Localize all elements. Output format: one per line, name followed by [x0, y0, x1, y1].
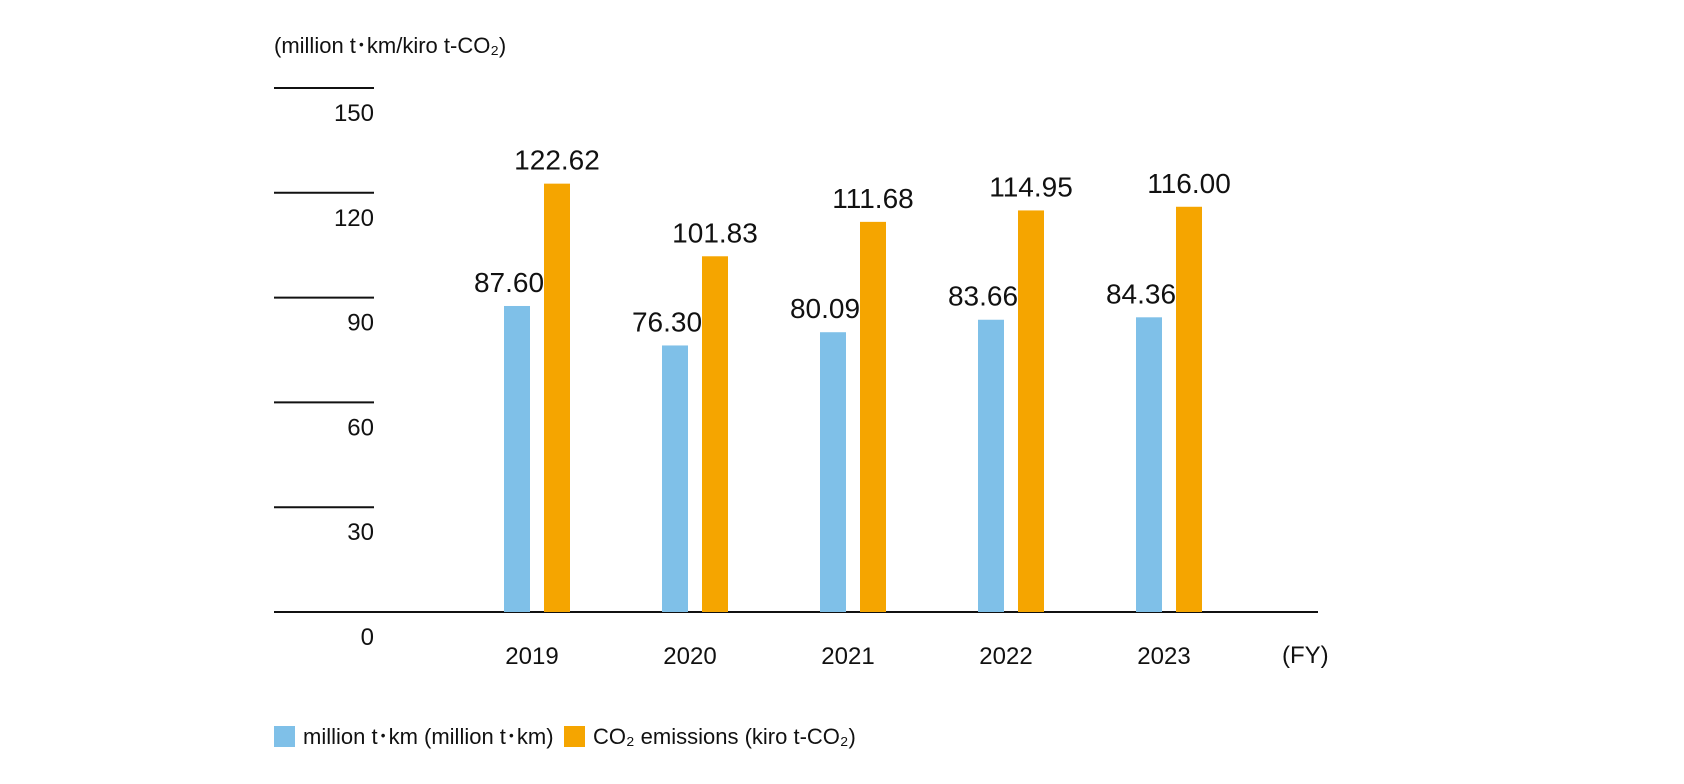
data-label: 83.66: [948, 281, 1018, 312]
data-label: 80.09: [790, 293, 860, 324]
x-tick-label: 2020: [663, 643, 716, 670]
bar-co2-2023: [1176, 206, 1202, 613]
x-tick-label: 2022: [979, 643, 1032, 670]
y-tick-label: 30: [347, 519, 374, 546]
data-label: 116.00: [1147, 168, 1231, 199]
y-axis: 0 30 60 90 120 150: [274, 87, 374, 651]
legend-swatch: [564, 726, 585, 747]
bar-transport-2023: [1136, 317, 1162, 612]
bar-transport-2020: [662, 345, 688, 612]
bars-group: 87.60 122.62 76.30 101.83 80.09 111.68 83.66 11…: [474, 145, 1231, 613]
bar-transport-2022: [978, 319, 1004, 612]
bar-co2-2021: [860, 221, 886, 612]
data-label: 87.60: [474, 267, 544, 298]
bar-co2-2022: [1018, 210, 1044, 612]
y-axis-unit-label: (million t･km/kiro t-CO₂): [274, 33, 506, 58]
legend-label: CO₂ emissions (kiro t-CO₂): [593, 724, 856, 749]
data-label: 76.30: [632, 306, 702, 337]
data-label: 122.62: [514, 145, 600, 176]
legend: million t･km (million t･km) CO₂ emissions…: [274, 724, 856, 749]
data-label: 101.83: [672, 217, 758, 248]
bar-transport-2021: [820, 332, 846, 612]
bar-transport-2019: [504, 305, 530, 612]
bar-co2-2020: [702, 256, 728, 612]
bar-co2-2019: [544, 183, 570, 612]
x-axis: 2019 2020 2021 2022 2023: [505, 643, 1190, 670]
y-tick-label: 150: [334, 100, 374, 127]
x-tick-label: 2019: [505, 643, 558, 670]
legend-swatch: [274, 726, 295, 747]
x-axis-label: (FY): [1282, 642, 1329, 669]
y-tick-label: 120: [334, 205, 374, 232]
data-label: 114.95: [989, 171, 1073, 202]
data-label: 84.36: [1106, 278, 1176, 309]
y-tick-label: 60: [347, 414, 374, 441]
x-tick-label: 2023: [1137, 643, 1190, 670]
y-tick-label: 0: [361, 624, 374, 651]
data-label: 111.68: [832, 183, 913, 214]
x-tick-label: 2021: [821, 643, 874, 670]
y-tick-label: 90: [347, 310, 374, 337]
legend-label: million t･km (million t･km): [303, 724, 554, 749]
